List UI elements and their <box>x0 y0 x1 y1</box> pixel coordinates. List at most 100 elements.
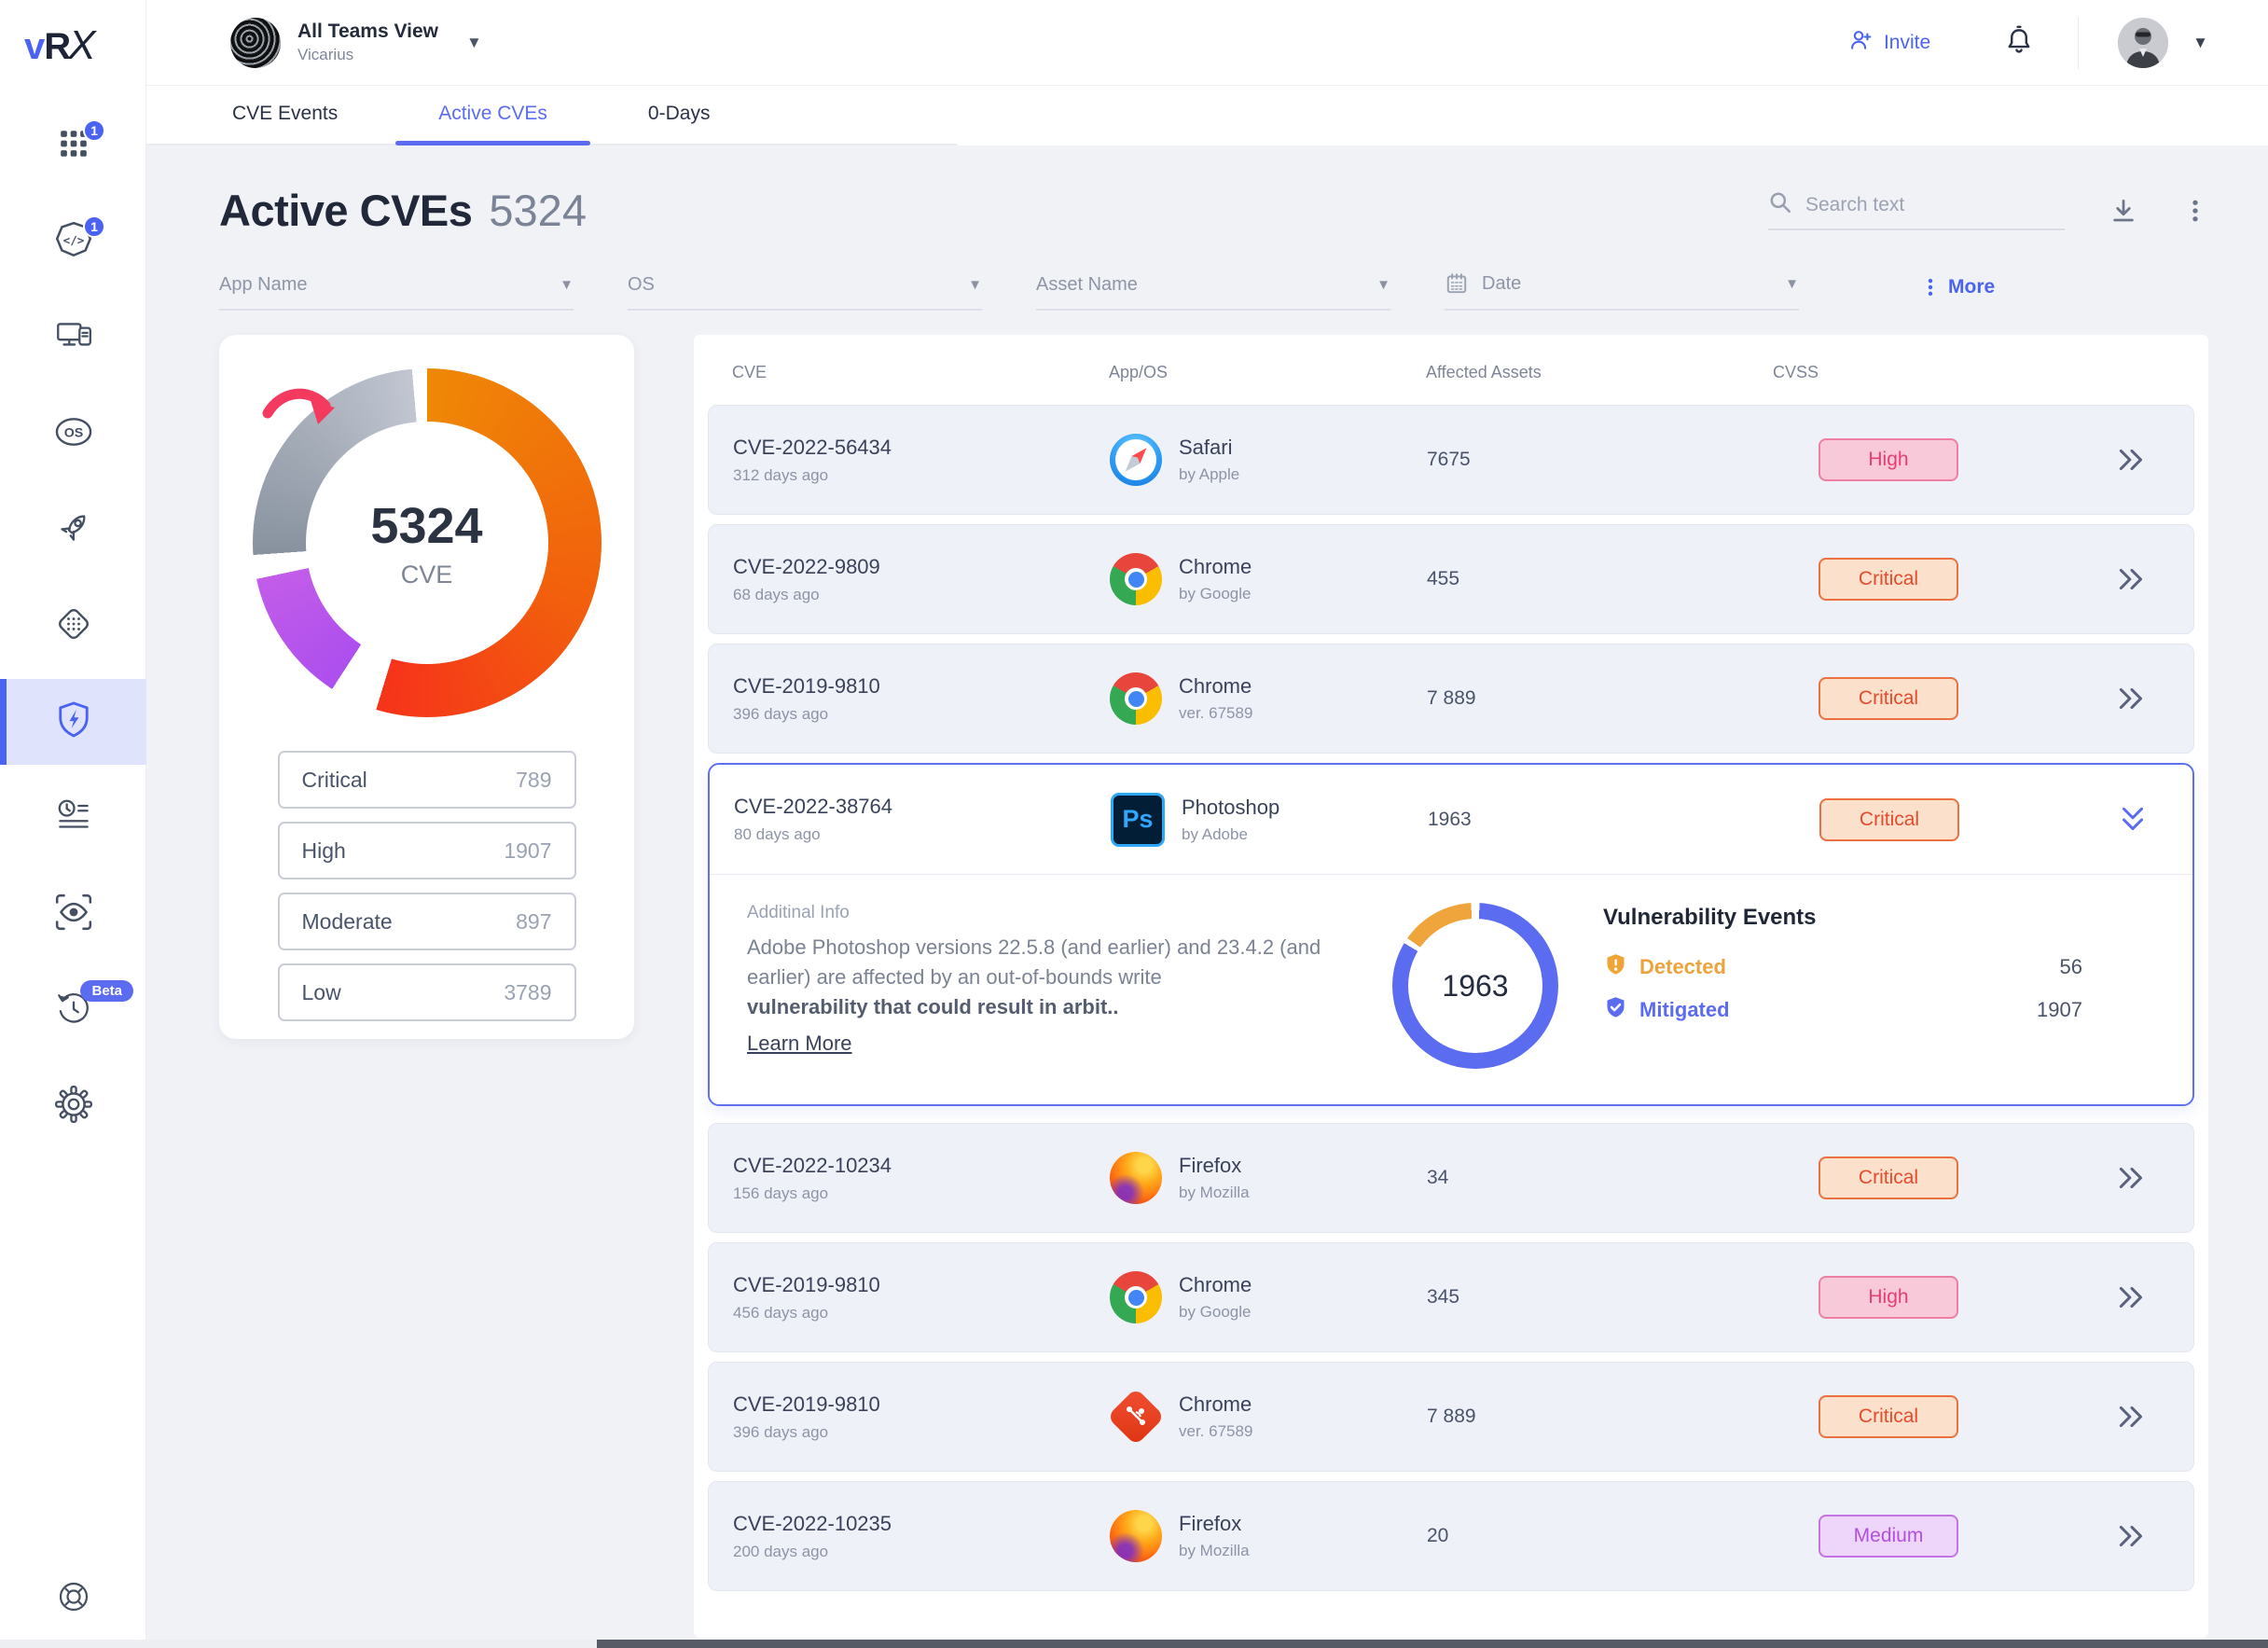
sidebar-item-vulnerabilities[interactable] <box>0 679 146 765</box>
sidebar-nav: 1 </> 1 <box>0 103 146 1149</box>
events-donut-chart: 1963 <box>1392 903 1558 1069</box>
table-row[interactable]: CVE-2022-10235 200 days ago Firefox by Moz… <box>708 1481 2194 1591</box>
kebab-menu-button[interactable] <box>2182 197 2208 225</box>
tabs-bar: CVE Events Active CVEs 0-Days <box>146 86 2268 145</box>
expanded-row-header[interactable]: CVE-2022-38764 80 days ago Ps Photoshop by… <box>710 765 2192 875</box>
help-button[interactable] <box>0 1569 146 1628</box>
safari-icon <box>1110 434 1162 486</box>
legend-high[interactable]: High 1907 <box>277 822 576 879</box>
cve-description: Adobe Photoshop versions 22.5.8 (and ear… <box>747 935 1321 989</box>
filter-asset-name[interactable]: Asset Name ▼ <box>1036 274 1390 311</box>
chrome-icon <box>1110 1271 1162 1323</box>
table-row[interactable]: CVE-2022-9809 68 days ago Chrome by Google… <box>708 524 2194 634</box>
team-switcher[interactable]: All Teams View Vicarius ▼ <box>230 17 482 68</box>
sidebar-item-tasks[interactable] <box>0 775 146 861</box>
bell-icon <box>2003 24 2035 61</box>
git-icon <box>1106 1387 1166 1447</box>
page-count: 5324 <box>489 186 587 235</box>
trend-arrow-icon <box>255 380 352 481</box>
legend-critical[interactable]: Critical 789 <box>277 751 576 809</box>
notifications-button[interactable] <box>2003 24 2035 61</box>
help-buoy-icon <box>54 1577 93 1621</box>
severity-badge: Medium <box>1819 1515 1958 1558</box>
sidebar-item-os[interactable]: OS <box>0 391 146 477</box>
filter-date[interactable]: Date ▼ <box>1445 271 1799 311</box>
calendar-icon <box>1445 271 1469 296</box>
table-row[interactable]: CVE-2019-9810 396 days ago Chrome ver. 675… <box>708 644 2194 754</box>
caret-down-icon: ▼ <box>1785 275 1799 292</box>
expand-row-icon[interactable] <box>2115 445 2149 475</box>
shield-check-icon <box>1603 995 1628 1025</box>
vulnerability-events: Vulnerability Events Detected 56 <box>1603 903 2082 1069</box>
table-row[interactable]: CVE-2022-56434 312 days ago Safari by Appl… <box>708 405 2194 515</box>
tab-cve-events[interactable]: CVE Events <box>232 103 339 124</box>
expand-row-icon[interactable] <box>2115 1521 2149 1551</box>
severity-legend: Critical 789 High 1907 Moderate 897 Low … <box>277 751 576 1021</box>
more-filters-button[interactable]: More <box>1920 275 1995 299</box>
table-row[interactable]: CVE-2019-9810 456 days ago Chrome by Googl… <box>708 1242 2194 1352</box>
events-title: Vulnerability Events <box>1603 905 1817 930</box>
sidebar-item-assets[interactable] <box>0 295 146 381</box>
chrome-icon <box>1110 553 1162 605</box>
svg-text:</>: </> <box>62 233 84 247</box>
bottom-strip <box>0 1640 2268 1648</box>
brand-logo: vRX <box>24 22 96 68</box>
donut-total: 5324 <box>370 497 483 554</box>
firefox-icon <box>1110 1510 1162 1562</box>
chrome-icon <box>1110 672 1162 725</box>
legend-moderate[interactable]: Moderate 897 <box>277 893 576 950</box>
filter-os[interactable]: OS ▼ <box>628 274 982 311</box>
filter-app-name[interactable]: App Name ▼ <box>219 274 574 311</box>
beta-badge: Beta <box>80 980 133 1002</box>
expand-row-icon[interactable] <box>2115 1402 2149 1432</box>
table-row[interactable]: CVE-2022-10234 156 days ago Firefox by Moz… <box>708 1123 2194 1233</box>
sidebar-item-code[interactable]: </> 1 <box>0 199 146 284</box>
sidebar-item-settings[interactable] <box>0 1063 146 1149</box>
tab-active-cves[interactable]: Active CVEs <box>388 86 598 145</box>
download-button[interactable] <box>2109 197 2137 225</box>
devices-icon <box>53 315 94 361</box>
detected-row: Detected 56 <box>1603 946 2082 989</box>
legend-low[interactable]: Low 3789 <box>277 963 576 1021</box>
tab-0-days[interactable]: 0-Days <box>647 103 711 124</box>
additional-info-label: Additinal Info <box>747 903 850 922</box>
expand-row-icon[interactable] <box>2115 684 2149 713</box>
sidebar-item-apps[interactable]: 1 <box>0 103 146 188</box>
patch-diamond-icon <box>52 602 95 650</box>
cve-table: CVE App/OS Affected Assets CVSS CVE-2022… <box>694 335 2208 1638</box>
learn-more-link[interactable]: Learn More <box>747 1031 852 1055</box>
severity-badge: High <box>1819 1276 1958 1319</box>
expand-row-icon[interactable] <box>2115 564 2149 594</box>
eye-scan-icon <box>53 892 94 937</box>
severity-donut-chart: 5324 CVE <box>252 368 602 717</box>
table-row[interactable]: CVE-2019-9810 396 days ago <box>708 1362 2194 1472</box>
user-menu-caret-icon[interactable]: ▼ <box>2192 33 2208 51</box>
task-clock-icon <box>53 796 94 841</box>
search-box <box>1768 190 2065 230</box>
invite-person-plus-icon <box>1848 27 1874 59</box>
sidebar-item-patch[interactable] <box>0 583 146 669</box>
notification-badge: 1 <box>83 119 105 142</box>
donut-ring <box>1392 903 1558 1069</box>
topbar: All Teams View Vicarius ▼ Invite <box>146 0 2268 86</box>
shield-alert-icon <box>1603 952 1628 982</box>
collapse-row-icon[interactable] <box>2116 805 2150 835</box>
sidebar-item-history[interactable]: Beta <box>0 967 146 1053</box>
sidebar-item-deploy[interactable] <box>0 487 146 573</box>
sidebar-item-discovery[interactable] <box>0 871 146 957</box>
expand-row-icon[interactable] <box>2115 1282 2149 1312</box>
search-input[interactable] <box>1805 193 2065 216</box>
severity-summary-card: 5324 CVE Critical 789 <box>219 335 634 1039</box>
expand-row-icon[interactable] <box>2115 1163 2149 1193</box>
team-avatar <box>230 17 281 68</box>
severity-badge: Critical <box>1819 1156 1958 1199</box>
page-title: Active CVEs <box>219 186 473 235</box>
team-name: All Teams View <box>297 21 438 42</box>
severity-badge: Critical <box>1819 558 1958 601</box>
severity-badge: High <box>1819 438 1958 481</box>
invite-button[interactable]: Invite <box>1848 27 1930 59</box>
user-avatar[interactable] <box>2118 17 2169 68</box>
rocket-icon <box>53 507 94 553</box>
caret-down-icon: ▼ <box>560 277 574 293</box>
